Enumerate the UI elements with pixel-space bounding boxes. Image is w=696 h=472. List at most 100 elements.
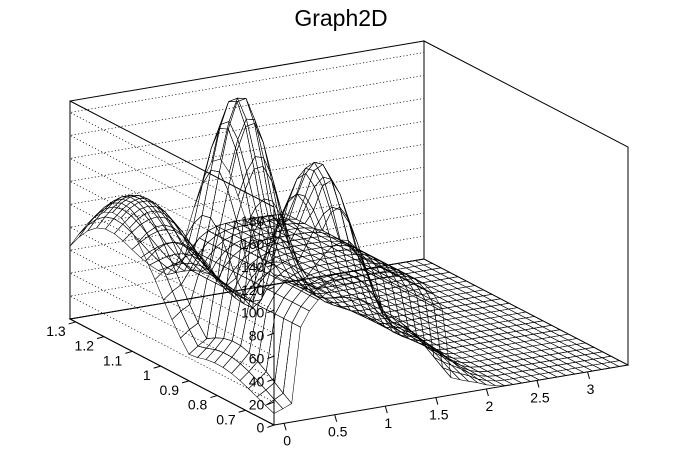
surface-cell: [104, 218, 124, 235]
surface-cell: [300, 295, 319, 312]
surface-cell: [450, 370, 470, 382]
x-tick-label: 2: [486, 398, 494, 414]
surface-cell: [296, 172, 315, 206]
right-wall-edge: [423, 40, 629, 365]
z-tick-label: 0: [257, 419, 265, 435]
surface-cell: [219, 128, 237, 191]
z-tick-label: 140: [241, 259, 265, 275]
z-gridline: [68, 120, 425, 288]
surface-cell: [267, 256, 286, 267]
x-tick-mark: [283, 423, 287, 431]
surface-cell: [477, 378, 496, 386]
surface-cell: [222, 356, 241, 374]
z-tick-mark: [267, 424, 275, 428]
surface-cell: [184, 184, 203, 239]
x-axis: 0 0.5 1 1.5 2 2.5 3: [283, 371, 595, 448]
surface-cell: [87, 208, 105, 226]
surface-cell: [231, 295, 250, 347]
z-tick-mark: [267, 332, 275, 337]
surface-cell: [197, 278, 216, 340]
x-tick-label: 1: [384, 415, 392, 431]
y-tick-mark: [210, 395, 218, 399]
surface-cell: [312, 231, 331, 238]
x-tick-label: 3: [587, 381, 595, 397]
surface-cell: [214, 287, 233, 339]
surface-cell: [254, 156, 273, 202]
surface-cell: [424, 288, 443, 310]
surface-cell: [165, 241, 185, 255]
x-tick-mark: [536, 380, 540, 388]
surface-cell: [224, 234, 244, 245]
surface-cell: [460, 362, 481, 368]
surface-cell: [314, 176, 333, 215]
surface-cell: [340, 209, 359, 257]
surface-cell: [214, 338, 233, 353]
y-tick-mark: [96, 336, 105, 340]
surface-cell: [267, 249, 287, 258]
surface-cell: [295, 195, 314, 225]
z-tick-label: 60: [249, 351, 265, 367]
z-gridline: [68, 98, 425, 265]
surface-cell: [287, 218, 305, 224]
y-tick-label: 1.1: [103, 352, 123, 368]
surface-cell: [219, 97, 238, 126]
z-tick-label: 40: [249, 374, 265, 390]
x-tick-label: 0: [283, 432, 291, 448]
surface-cell: [196, 347, 216, 360]
surface-cell: [113, 223, 132, 242]
z-tick-mark: [267, 378, 275, 383]
surface-cell: [265, 382, 284, 400]
surface-cell: [180, 329, 199, 355]
surface-cell: [122, 215, 141, 233]
y-tick-label: 0.7: [216, 411, 236, 427]
surface-cell: [609, 360, 629, 367]
surface-cell: [231, 345, 250, 365]
back-wall: [69, 40, 425, 320]
surface-cell: [415, 284, 435, 305]
z-tick-mark: [267, 355, 275, 360]
surface-cell: [274, 317, 293, 394]
surface-cell: [323, 206, 342, 247]
surface-cell: [163, 242, 182, 265]
z-tick-label: 20: [249, 397, 265, 413]
y-tick-label: 1: [143, 367, 151, 383]
surface-cell: [78, 219, 97, 238]
surface-cell: [254, 123, 273, 182]
z-gridline: [68, 166, 425, 334]
z-tick-label: 120: [241, 282, 265, 298]
y-tick-label: 0.9: [160, 382, 180, 398]
x-tick-mark: [384, 406, 388, 414]
z-tick-label: 80: [249, 328, 265, 344]
z-tick-mark: [267, 401, 275, 405]
y-tick-mark: [153, 365, 161, 369]
surface-cell: [433, 303, 452, 379]
x-tick-mark: [435, 397, 439, 405]
surface-cell: [205, 337, 225, 350]
surface-cell: [282, 322, 301, 405]
y-tick-mark: [125, 350, 133, 354]
surface-cell: [280, 208, 299, 262]
y-tick-label: 0.8: [188, 397, 208, 413]
surface-cell: [287, 168, 306, 203]
z-tick-mark: [267, 240, 275, 245]
surface-cell: [69, 225, 88, 247]
z-axis: 0 20 40 60 80 100 120 140 160 180: [241, 213, 275, 435]
surface-cell: [494, 379, 514, 386]
surface-cell: [245, 123, 264, 170]
y-tick-label: 1.3: [46, 323, 66, 339]
surface-cell: [275, 253, 295, 262]
z-tick-mark: [267, 218, 275, 222]
y-tick-mark: [181, 380, 190, 384]
z-gridline: [68, 143, 425, 311]
surface-cell: [441, 366, 461, 381]
z-gridline: [68, 52, 425, 219]
x-tick-mark: [587, 371, 591, 379]
surface-cell: [223, 291, 242, 342]
surface-cell: [137, 232, 156, 261]
surface-cell: [273, 392, 293, 410]
surface-cell: [265, 313, 284, 384]
y-tick-mark: [68, 321, 76, 325]
x-tick-label: 1.5: [429, 407, 449, 423]
z-gridline: [68, 75, 425, 242]
